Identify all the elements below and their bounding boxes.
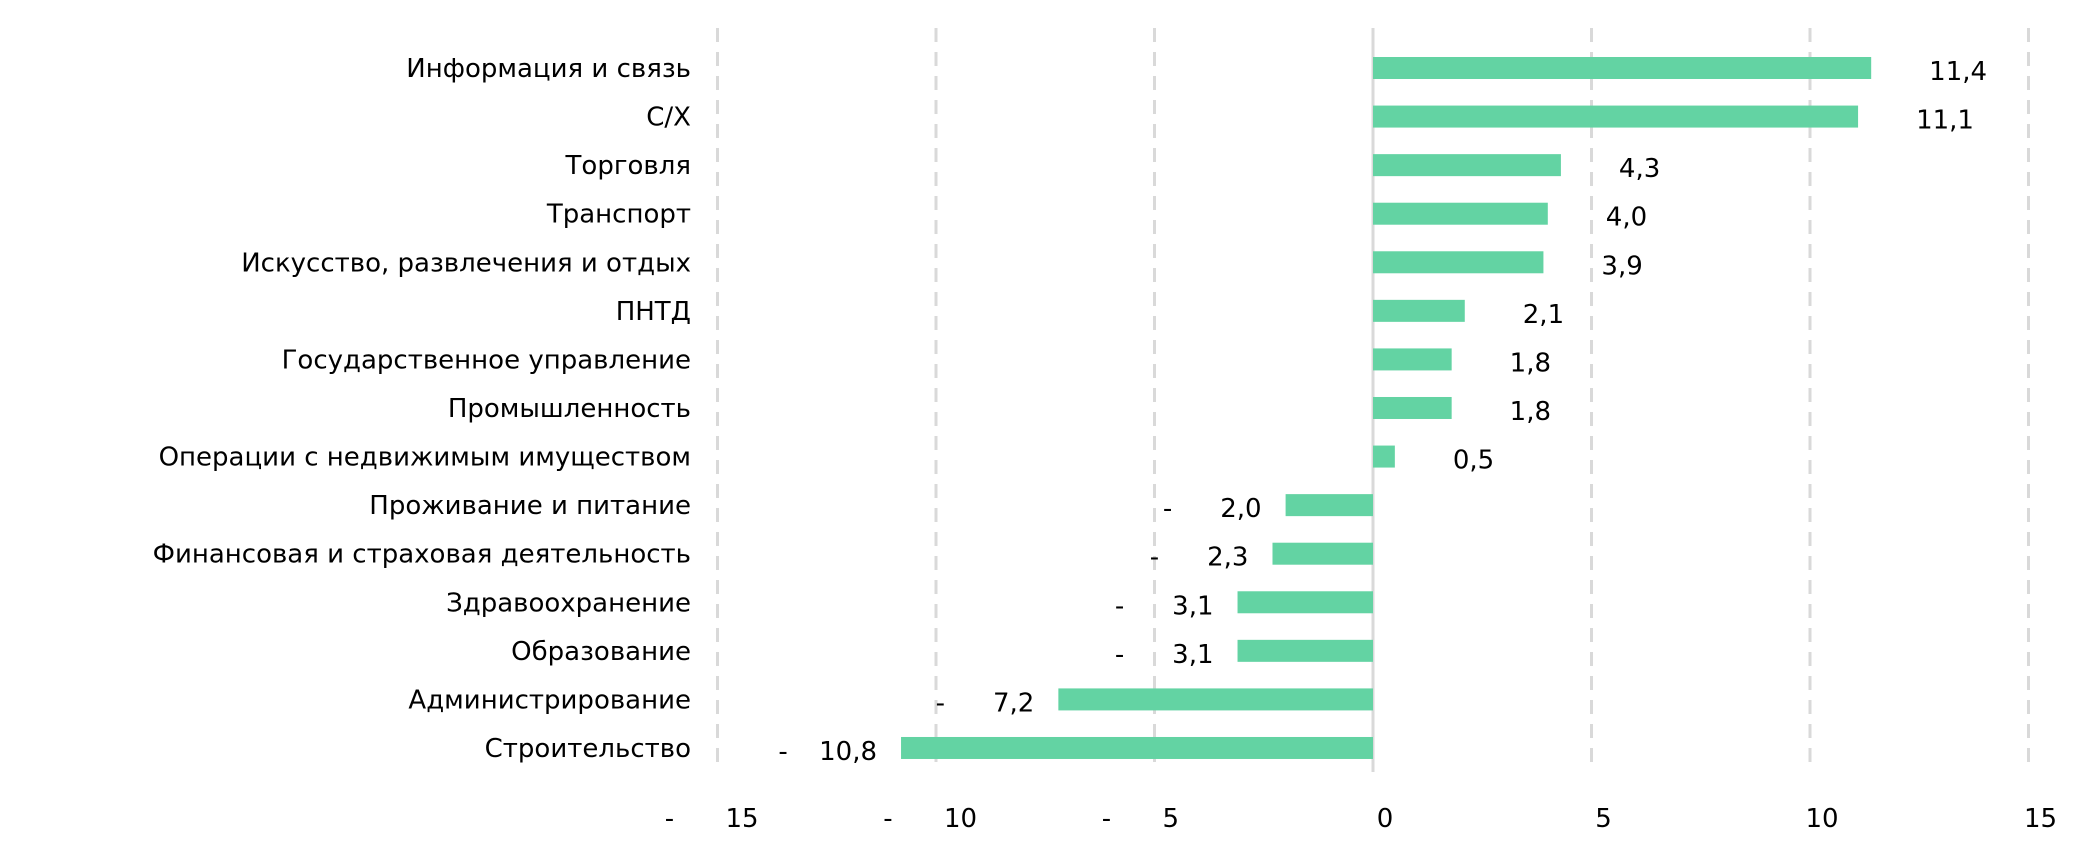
bar <box>1237 591 1373 614</box>
value-label: 1,8 <box>1510 348 1551 378</box>
x-tick-sign: - <box>665 804 674 834</box>
bar <box>1373 251 1544 274</box>
value-label-sign: - <box>1115 640 1124 670</box>
bar <box>1373 202 1548 225</box>
x-tick-label: 15 <box>726 804 759 834</box>
bars <box>901 57 1872 759</box>
bar <box>1373 105 1859 128</box>
x-tick-label: 10 <box>1805 804 1838 834</box>
bar <box>1373 396 1452 419</box>
value-label: 10,8 <box>819 737 877 767</box>
bar <box>1237 639 1373 662</box>
bar <box>1373 299 1465 322</box>
category-label: Образование <box>511 637 691 667</box>
category-label: Администрирование <box>408 685 691 715</box>
category-label: Здравоохранение <box>446 588 691 618</box>
category-label: С/Х <box>646 103 691 133</box>
value-label: 3,9 <box>1601 251 1642 281</box>
bar <box>1272 542 1373 565</box>
value-label: 11,4 <box>1929 57 1987 87</box>
category-labels: Информация и связь С/Х Торговля Транспорт Ис… <box>153 54 691 764</box>
category-label: Искусство, развлечения и отдых <box>241 248 691 278</box>
value-label-sign: - <box>1150 543 1159 573</box>
x-tick-sign: - <box>1102 804 1111 834</box>
value-label: 1,8 <box>1510 397 1551 427</box>
value-label: 3,1 <box>1172 591 1213 621</box>
bar <box>1373 348 1452 371</box>
value-label-sign: - <box>1163 494 1172 524</box>
category-label: Государственное управление <box>282 345 691 375</box>
value-labels: 11,411,14,34,03,92,11,81,80,5- 2,0- 2,3- 3,… <box>778 57 1987 767</box>
value-label: 7,2 <box>993 688 1034 718</box>
x-tick-label: 10 <box>944 804 977 834</box>
value-label: 4,3 <box>1619 154 1660 184</box>
value-label: 3,1 <box>1172 640 1213 670</box>
x-tick-sign: - <box>883 804 892 834</box>
value-label: 4,0 <box>1606 203 1647 233</box>
category-label: Промышленность <box>448 394 691 424</box>
x-tick-label: 15 <box>2024 804 2057 834</box>
category-label: Строительство <box>485 734 691 764</box>
x-tick-label: 5 <box>1163 804 1180 834</box>
x-axis-tick-labels: - 15 - 10 - 5 0 5 10 15 <box>665 804 2057 834</box>
category-label: Проживание и питание <box>369 491 691 521</box>
bar <box>1373 445 1395 468</box>
value-label: 0,5 <box>1453 446 1494 476</box>
value-label-sign: - <box>778 737 787 767</box>
value-label: 2,0 <box>1220 494 1261 524</box>
value-label-sign: - <box>936 688 945 718</box>
bar <box>1285 494 1373 517</box>
x-tick-label: 5 <box>1595 804 1612 834</box>
category-label: Операции с недвижимым имуществом <box>159 443 691 473</box>
value-label: 2,3 <box>1207 543 1248 573</box>
value-label: 11,1 <box>1916 106 1974 136</box>
category-label: Информация и связь <box>406 54 691 84</box>
category-label: ПНТД <box>616 297 691 327</box>
bar <box>1373 57 1872 79</box>
value-label-sign: - <box>1115 591 1124 621</box>
category-label: Финансовая и страховая деятельность <box>153 540 691 570</box>
category-label: Транспорт <box>546 200 691 230</box>
bar <box>1373 154 1561 177</box>
category-label: Торговля <box>565 151 691 181</box>
value-label: 2,1 <box>1523 300 1564 330</box>
x-tick-label: 0 <box>1377 804 1394 834</box>
bar <box>901 736 1373 759</box>
bar <box>1058 688 1373 711</box>
